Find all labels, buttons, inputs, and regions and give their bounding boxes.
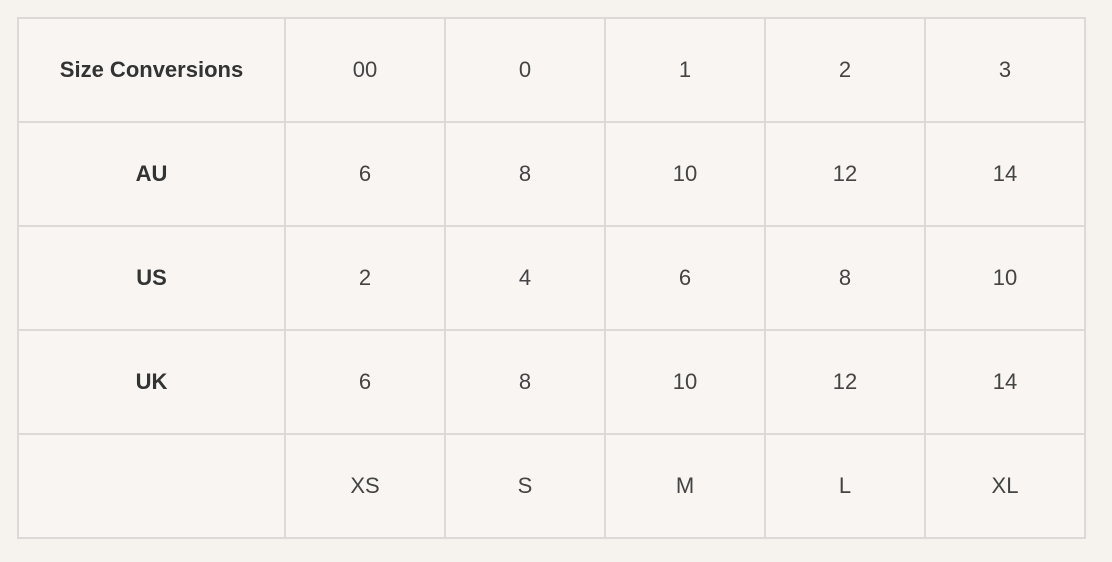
- table-cell: XS: [284, 433, 446, 539]
- table-cell: 8: [444, 121, 606, 227]
- table-cell: L: [764, 433, 926, 539]
- table-cell: M: [604, 433, 766, 539]
- row-label: UK: [17, 329, 286, 435]
- size-conversion-table: Size Conversions 00 0 1 2 3 AU 6 8 10 12 14 US 2 4 6 8 10…: [17, 17, 1086, 539]
- table-cell: 8: [444, 329, 606, 435]
- table-cell: 12: [764, 121, 926, 227]
- table-row: AU 6 8 10 12 14: [17, 121, 1086, 227]
- table-cell: 14: [924, 329, 1086, 435]
- table-cell: 10: [604, 121, 766, 227]
- table-cell: S: [444, 433, 606, 539]
- table-cell: 6: [284, 329, 446, 435]
- column-header: 2: [764, 17, 926, 123]
- row-label: US: [17, 225, 286, 331]
- table-cell: 12: [764, 329, 926, 435]
- table-row: US 2 4 6 8 10: [17, 225, 1086, 331]
- table-cell: 10: [604, 329, 766, 435]
- row-label: Size Conversions: [17, 17, 286, 123]
- table-row: UK 6 8 10 12 14: [17, 329, 1086, 435]
- table-cell: 14: [924, 121, 1086, 227]
- column-header: 0: [444, 17, 606, 123]
- column-header: 00: [284, 17, 446, 123]
- table-cell: 6: [604, 225, 766, 331]
- row-label: AU: [17, 121, 286, 227]
- table-cell: 2: [284, 225, 446, 331]
- table-cell: XL: [924, 433, 1086, 539]
- table-cell: 8: [764, 225, 926, 331]
- table-cell: 6: [284, 121, 446, 227]
- table-cell: 10: [924, 225, 1086, 331]
- header-row: Size Conversions 00 0 1 2 3: [17, 17, 1086, 123]
- column-header: 1: [604, 17, 766, 123]
- table-row: XS S M L XL: [17, 433, 1086, 539]
- table-cell: 4: [444, 225, 606, 331]
- row-label: [17, 433, 286, 539]
- column-header: 3: [924, 17, 1086, 123]
